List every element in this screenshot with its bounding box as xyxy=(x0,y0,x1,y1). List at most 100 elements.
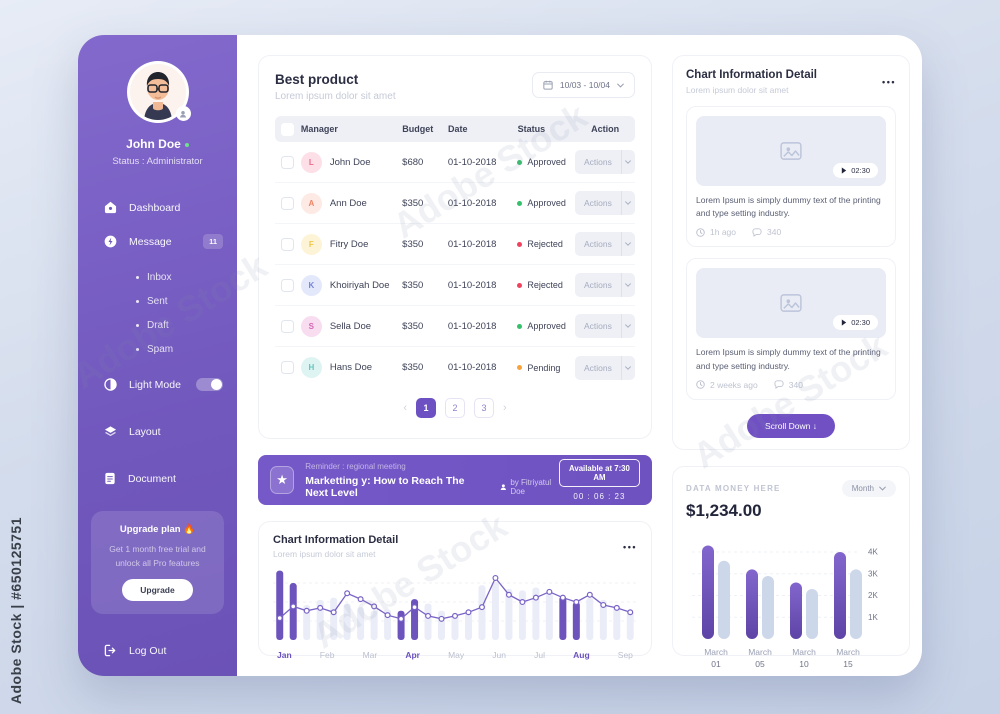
money-amount: $1,234.00 xyxy=(686,501,762,520)
column-header-manager: Manager xyxy=(300,124,338,134)
more-options-icon[interactable]: ••• xyxy=(882,77,896,87)
banner-reminder: Reminder : regional meeting xyxy=(305,461,406,471)
video-card[interactable]: 02:30 Lorem Ipsum is simply dummy text of… xyxy=(686,258,896,400)
chevron-down-icon xyxy=(879,486,886,491)
sidebar-item-layout[interactable]: Layout xyxy=(78,415,237,448)
row-checkbox[interactable] xyxy=(281,155,295,169)
chevron-down-icon[interactable] xyxy=(622,242,635,246)
select-all-checkbox[interactable] xyxy=(281,122,295,136)
actions-button[interactable]: Actions xyxy=(575,191,635,215)
sidebar-subitem-sent[interactable]: Sent xyxy=(136,296,237,307)
row-checkbox[interactable] xyxy=(281,361,295,374)
svg-text:3K: 3K xyxy=(868,569,878,578)
chevron-down-icon[interactable] xyxy=(622,365,635,370)
row-checkbox[interactable] xyxy=(281,237,295,251)
countdown-timer: 00 : 06 : 23 xyxy=(573,492,626,501)
image-placeholder-icon xyxy=(780,294,802,313)
page-button-3[interactable]: 3 xyxy=(474,398,494,418)
column-header-status: Status xyxy=(517,124,546,134)
avatar[interactable] xyxy=(126,61,191,123)
table-row: K Khoiriyah Doe $350 01-10-2018 Rejected Acti… xyxy=(275,265,635,306)
page-button-2[interactable]: 2 xyxy=(445,398,465,418)
status-dot xyxy=(517,323,523,329)
more-options-icon[interactable]: ••• xyxy=(623,541,637,552)
x-axis-label-aug: Aug xyxy=(573,650,590,660)
sidebar-subitem-inbox[interactable]: Inbox xyxy=(136,272,237,283)
sidebar-item-dashboard[interactable]: Dashboard xyxy=(78,191,237,224)
date-cell: 01-10-2018 xyxy=(447,156,497,168)
sidebar-subitem-draft[interactable]: Draft xyxy=(136,320,237,331)
banner-title: Marketting y: How to Reach The Next Leve… xyxy=(305,474,465,499)
row-checkbox[interactable] xyxy=(281,278,295,292)
budget-cell: $350 xyxy=(402,279,424,291)
home-icon xyxy=(104,201,117,214)
divider xyxy=(620,150,622,174)
divider xyxy=(620,314,622,338)
svg-text:March: March xyxy=(836,647,860,657)
sidebar-item-document[interactable]: Document xyxy=(78,462,237,495)
manager-name: Sella Doe xyxy=(329,320,372,332)
period-value: Month xyxy=(851,484,874,493)
action-cell: Actions xyxy=(575,355,635,380)
row-checkbox[interactable] xyxy=(281,319,295,333)
sidebar-item-label: Message xyxy=(129,235,172,248)
play-duration-badge[interactable]: 02:30 xyxy=(833,315,878,331)
chevron-down-icon[interactable] xyxy=(622,160,635,164)
actions-button[interactable]: Actions xyxy=(575,150,635,174)
status-cell: Approved xyxy=(517,321,575,331)
chevron-down-icon[interactable] xyxy=(622,201,635,205)
row-checkbox-cell xyxy=(275,278,301,292)
sidebar-subitem-label: Spam xyxy=(147,344,174,355)
upgrade-title: Upgrade plan 🔥 xyxy=(119,524,196,535)
chevron-down-icon[interactable] xyxy=(622,324,635,328)
date-range-picker[interactable]: 10/03 - 10/04 xyxy=(531,72,635,98)
chevron-down-icon[interactable] xyxy=(622,283,635,287)
sidebar-nav: Dashboard Message 11 Inbox Sent Draft Spam … xyxy=(78,191,237,495)
duration-text: 02:30 xyxy=(851,166,870,175)
manager-cell: K Khoiriyah Doe xyxy=(300,274,402,296)
sidebar-subitem-spam[interactable]: Spam xyxy=(136,344,237,355)
toggle-knob xyxy=(211,379,222,390)
table-body: L John Doe $680 01-10-2018 Approved Actions A A… xyxy=(275,142,635,388)
actions-label: Actions xyxy=(584,362,612,373)
sidebar-item-message[interactable]: Message 11 xyxy=(78,224,237,259)
actions-label: Actions xyxy=(584,198,612,208)
budget-cell: $350 xyxy=(402,238,424,250)
play-duration-badge[interactable]: 02:30 xyxy=(833,163,878,178)
sidebar-item-logout[interactable]: Log Out xyxy=(78,634,237,667)
date-cell: 01-10-2018 xyxy=(447,320,497,332)
pagination-next[interactable]: › xyxy=(503,401,507,414)
time-ago-text: 2 weeks ago xyxy=(710,379,758,390)
video-card[interactable]: 02:30 Lorem Ipsum is simply dummy text of… xyxy=(686,106,896,248)
actions-label: Actions xyxy=(584,157,612,167)
divider xyxy=(620,273,622,297)
available-time-button[interactable]: Available at 7:30 AM xyxy=(558,459,640,487)
pagination-prev[interactable]: ‹ xyxy=(403,401,407,414)
scroll-down-button[interactable]: Scroll Down ↓ xyxy=(747,413,835,438)
svg-text:01: 01 xyxy=(711,659,721,669)
reminder-banner: ★ Reminder : regional meeting Marketting… xyxy=(258,455,652,505)
upgrade-description: Get 1 month free trial and unlock all Pr… xyxy=(109,544,206,569)
actions-label: Actions xyxy=(584,321,612,331)
table-row: A Ann Doe $350 01-10-2018 Approved Actions xyxy=(275,183,635,224)
video-meta: 1h ago 340 xyxy=(696,227,886,237)
actions-button[interactable]: Actions xyxy=(575,232,635,256)
status-label: Rejected xyxy=(527,280,563,290)
user-name: John Doe xyxy=(78,137,237,151)
period-select[interactable]: Month xyxy=(841,480,896,497)
column-header-budget: Budget xyxy=(402,124,434,134)
actions-button[interactable]: Actions xyxy=(575,273,635,297)
row-checkbox-cell xyxy=(275,196,301,210)
row-checkbox[interactable] xyxy=(281,196,295,210)
actions-button[interactable]: Actions xyxy=(575,314,635,338)
sidebar-item-light-mode[interactable]: Light Mode xyxy=(78,368,237,401)
actions-button[interactable]: Actions xyxy=(575,355,635,380)
svg-text:15: 15 xyxy=(843,659,853,669)
x-axis-label-jul: Jul xyxy=(534,650,545,660)
upgrade-button[interactable]: Upgrade xyxy=(122,579,193,602)
manager-name: Khoiriyah Doe xyxy=(329,279,390,291)
light-mode-toggle[interactable] xyxy=(196,378,223,391)
svg-text:10: 10 xyxy=(799,659,809,669)
comment-icon xyxy=(752,228,762,237)
page-button-1[interactable]: 1 xyxy=(416,398,436,418)
